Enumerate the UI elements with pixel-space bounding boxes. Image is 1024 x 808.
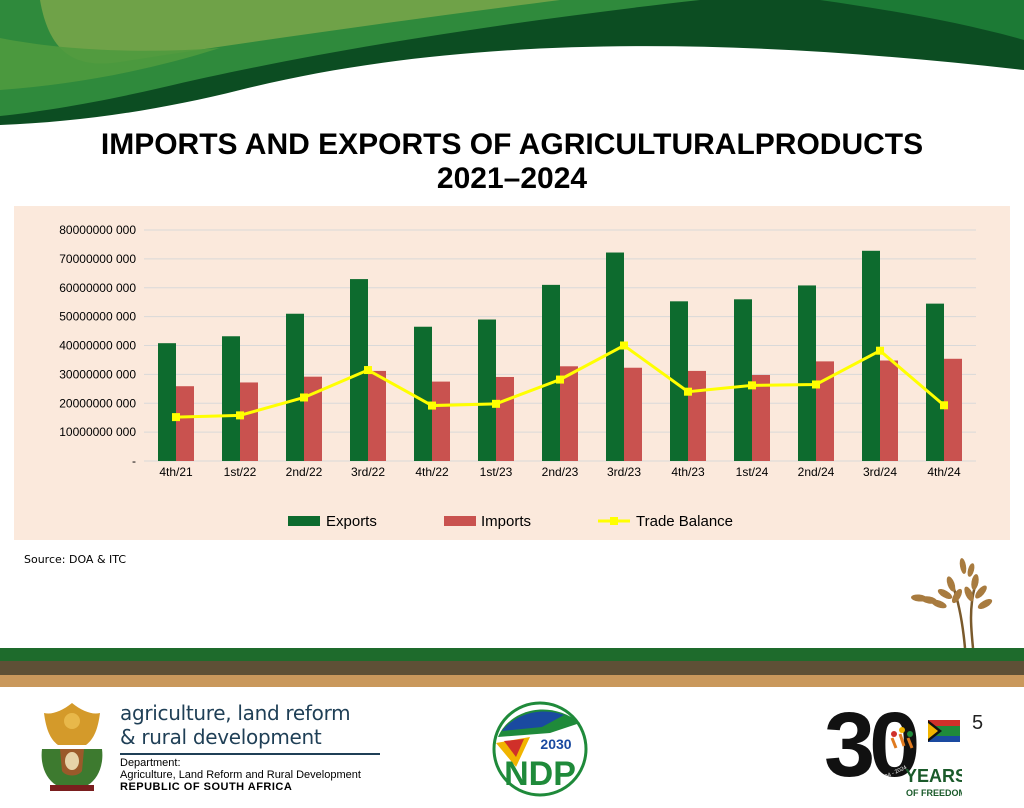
country-name: REPUBLIC OF SOUTH AFRICA <box>120 781 293 793</box>
x-tick-label: 2nd/22 <box>286 465 323 479</box>
legend-marker-trade-balance <box>610 517 618 525</box>
trade-balance-point <box>876 346 884 355</box>
exports-bar <box>222 336 240 461</box>
chart-area <box>14 206 1010 540</box>
exports-bar <box>286 313 304 461</box>
exports-bar <box>670 301 688 461</box>
y-tick-label: 10000000 000 <box>59 425 136 439</box>
slide-title-line-2: 2021–2024 <box>436 162 588 195</box>
trade-balance-point <box>492 399 500 408</box>
y-tick-label: 50000000 000 <box>59 310 136 324</box>
y-tick-label: - <box>132 454 136 468</box>
department-full-name: Agriculture, Land Reform and Rural Devel… <box>120 769 361 781</box>
source-note: Source: DOA & ITC <box>24 553 127 566</box>
imports-bar <box>560 366 578 461</box>
y-tick-label: 40000000 000 <box>59 339 136 353</box>
x-tick-label: 2nd/23 <box>542 465 579 479</box>
x-tick-label: 1st/22 <box>224 465 257 479</box>
trade-balance-point <box>940 401 948 410</box>
footer-band-green <box>0 648 1024 661</box>
exports-bar <box>926 303 944 461</box>
trade-balance-point <box>812 380 820 389</box>
trade-balance-point <box>428 401 436 410</box>
x-tick-label: 3rd/24 <box>863 465 897 479</box>
exports-bar <box>798 285 816 461</box>
x-tick-label: 4th/23 <box>671 465 705 479</box>
trade-balance-point <box>556 375 564 384</box>
imports-bar <box>304 376 322 461</box>
ndp-text: NDP <box>504 755 576 793</box>
freedom-text: OF FREEDOM <box>906 788 962 798</box>
x-tick-label: 1st/23 <box>480 465 513 479</box>
slide-title-line-1: IMPORTS AND EXPORTS OF AGRICULTURALPRODU… <box>100 128 924 161</box>
y-tick-label: 20000000 000 <box>59 396 136 410</box>
y-tick-label: 60000000 000 <box>59 281 136 295</box>
department-label: Department: <box>120 757 181 769</box>
imports-bar <box>816 361 834 461</box>
exports-bar <box>542 284 560 461</box>
imports-bar <box>368 370 386 461</box>
x-tick-label: 3rd/23 <box>607 465 641 479</box>
x-tick-label: 3rd/22 <box>351 465 385 479</box>
imports-bar <box>176 386 194 461</box>
ndp-2030-logo: 2030 NDP <box>492 701 588 797</box>
trade-balance-point <box>172 413 180 422</box>
legend-label-imports: Imports <box>481 513 531 530</box>
exports-bar <box>414 326 432 461</box>
imports-bar <box>752 374 770 461</box>
department-divider <box>120 753 380 755</box>
ndp-year-text: 2030 <box>540 736 571 752</box>
y-tick-label: 70000000 000 <box>59 252 136 266</box>
exports-bar <box>350 279 368 461</box>
header-decoration <box>0 0 1024 125</box>
footer-band-brown <box>0 661 1024 675</box>
trade-balance-point <box>620 341 628 350</box>
exports-bar <box>606 252 624 461</box>
trade-balance-point <box>684 387 692 396</box>
x-tick-label: 4th/22 <box>415 465 449 479</box>
trade-balance-point <box>364 366 372 375</box>
exports-bar <box>478 319 496 461</box>
imports-bar <box>240 382 258 461</box>
legend-label-trade-balance: Trade Balance <box>636 513 733 530</box>
x-tick-label: 4th/24 <box>927 465 961 479</box>
legend-swatch-imports <box>444 516 476 526</box>
thirty-text: 30 <box>824 696 917 796</box>
y-tick-label: 80000000 000 <box>59 223 136 237</box>
exports-bar <box>734 299 752 461</box>
people-icon <box>890 727 914 749</box>
wheat-icon <box>911 558 993 649</box>
legend-label-exports: Exports <box>326 513 377 530</box>
x-tick-label: 1st/24 <box>736 465 769 479</box>
trade-balance-point <box>748 381 756 390</box>
trade-balance-point <box>300 393 308 402</box>
department-name: agriculture, land reform & rural develop… <box>120 701 390 749</box>
x-tick-label: 2nd/24 <box>798 465 835 479</box>
thirty-years-freedom-logo: 30 YEARS OF FREEDOM South Africa 1994 - … <box>824 696 962 798</box>
department-name-line-2: & rural development <box>120 725 322 749</box>
imports-bar <box>944 358 962 461</box>
chart: - 10000000 000 20000000 000 30000000 000 400… <box>59 223 976 530</box>
imports-bar <box>624 367 642 461</box>
department-logo: agriculture, land reform & rural develop… <box>30 695 390 800</box>
footer-band-tan <box>0 675 1024 687</box>
imports-bar <box>496 376 514 461</box>
department-name-line-1: agriculture, land reform <box>120 701 351 725</box>
y-tick-label: 30000000 000 <box>59 367 136 381</box>
x-tick-label: 4th/21 <box>159 465 193 479</box>
years-text: YEARS <box>905 766 962 786</box>
page-number: 5 <box>972 712 984 734</box>
coat-of-arms-icon <box>41 703 103 791</box>
flag-icon <box>928 720 960 742</box>
legend-swatch-exports <box>288 516 320 526</box>
imports-bar <box>880 360 898 461</box>
imports-bar <box>432 381 450 461</box>
slide-title: IMPORTS AND EXPORTS OF AGRICULTURALPRODU… <box>0 128 1024 196</box>
imports-bar <box>688 370 706 461</box>
exports-bar <box>158 343 176 461</box>
trade-balance-point <box>236 411 244 420</box>
